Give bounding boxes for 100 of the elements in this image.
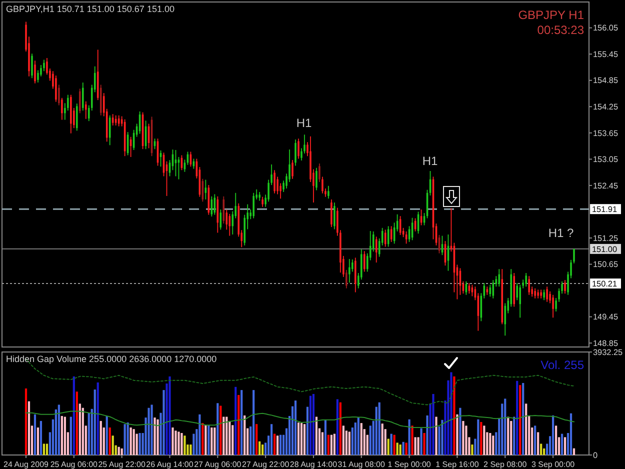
candlestick xyxy=(348,258,350,284)
bar xyxy=(226,416,228,455)
candlestick xyxy=(55,75,57,102)
bar xyxy=(24,388,28,455)
bar xyxy=(156,419,159,455)
bar xyxy=(262,444,264,455)
chart-title: GBPJPY,H1 150.71 151.00 150.67 151.00 xyxy=(6,4,174,14)
candlestick xyxy=(58,84,60,106)
bar xyxy=(138,432,141,455)
bar xyxy=(172,427,174,455)
bar xyxy=(96,382,99,455)
bar xyxy=(375,406,378,455)
bar xyxy=(333,434,336,455)
bar xyxy=(417,437,420,455)
candlestick xyxy=(528,276,530,296)
bar xyxy=(360,423,362,455)
bar xyxy=(174,430,177,455)
bar xyxy=(232,425,234,455)
candlestick xyxy=(330,199,332,228)
bar xyxy=(378,402,380,455)
y-tick-label: 154.85 xyxy=(593,76,618,86)
annotation: 00:53:23 xyxy=(537,23,584,37)
bar xyxy=(258,441,261,455)
bar xyxy=(477,419,480,455)
bar xyxy=(572,448,576,455)
bar xyxy=(327,434,330,455)
bar xyxy=(46,444,48,455)
candlestick xyxy=(334,202,336,230)
candlestick xyxy=(298,138,300,160)
bar xyxy=(252,390,255,455)
bar xyxy=(480,422,482,455)
candlestick xyxy=(534,288,536,299)
y-tick-label: 151.25 xyxy=(593,234,618,243)
bar xyxy=(168,376,171,455)
bar xyxy=(459,408,462,455)
candlestick xyxy=(375,236,378,263)
bar xyxy=(435,416,438,455)
candlestick xyxy=(76,103,78,132)
bar xyxy=(348,432,350,455)
bar xyxy=(58,404,60,455)
bar xyxy=(390,434,392,455)
x-tick-label: 27 Aug 06:00 xyxy=(194,460,242,469)
candlestick xyxy=(346,269,348,289)
bar xyxy=(342,426,344,455)
candlestick xyxy=(280,182,282,200)
y-tick-label: 153.65 xyxy=(593,128,618,138)
bar xyxy=(420,428,422,455)
bar xyxy=(222,416,225,455)
bar xyxy=(408,419,410,455)
bar xyxy=(516,380,518,455)
bar xyxy=(450,372,452,455)
bar xyxy=(471,444,474,455)
bar xyxy=(560,434,564,455)
bar xyxy=(108,427,111,455)
bar xyxy=(552,415,554,455)
bar xyxy=(64,416,66,455)
bar xyxy=(402,442,404,455)
bar xyxy=(210,427,213,455)
bar xyxy=(339,402,342,455)
x-tick-label: 3 Sep 00:00 xyxy=(531,460,576,469)
bar xyxy=(411,426,414,455)
bar xyxy=(423,432,426,455)
bar xyxy=(106,416,108,455)
x-tick-label: 27 Aug 22:00 xyxy=(242,460,290,469)
candlestick xyxy=(228,213,231,236)
bar xyxy=(414,437,416,455)
bar xyxy=(60,416,63,455)
candlestick xyxy=(31,53,33,79)
candlestick xyxy=(525,272,527,288)
chart-title: Hidden Gap Volume 255.0000 2636.0000 1270.0000 xyxy=(6,354,217,364)
bar xyxy=(148,408,150,455)
bar xyxy=(34,414,36,455)
bar xyxy=(324,420,326,455)
line-series xyxy=(26,410,574,428)
bar xyxy=(72,376,75,455)
bar xyxy=(393,434,396,455)
bar xyxy=(381,424,384,455)
bar xyxy=(70,416,72,455)
bar xyxy=(483,426,486,455)
y-tick-label: 3932.25 xyxy=(593,348,624,357)
bar xyxy=(504,398,506,455)
candlestick xyxy=(79,88,81,114)
x-tick-label: 1 Sep 16:00 xyxy=(436,460,480,469)
bar xyxy=(204,425,207,455)
y-tick-label: 148.85 xyxy=(593,338,618,348)
bar xyxy=(297,422,300,455)
bar xyxy=(228,420,231,455)
bar xyxy=(124,424,126,455)
x-tick-label: 25 Aug 06:00 xyxy=(50,460,98,469)
candlestick xyxy=(294,139,296,166)
bar xyxy=(554,426,558,455)
bar xyxy=(396,442,398,455)
bar xyxy=(336,399,338,455)
bar xyxy=(462,420,464,455)
bar xyxy=(522,382,524,455)
bar xyxy=(82,408,84,455)
bar xyxy=(537,432,540,455)
candlestick xyxy=(252,192,254,219)
candlestick xyxy=(546,286,548,302)
annotation: GBPJPY H1 xyxy=(518,8,584,22)
